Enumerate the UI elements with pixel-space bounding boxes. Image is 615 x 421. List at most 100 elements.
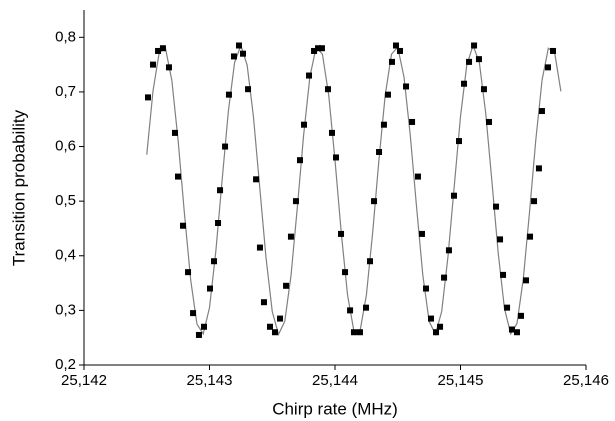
x-tick-label: 25,145 <box>438 372 484 389</box>
data-point <box>150 61 157 68</box>
x-axis-title: Chirp rate (MHz) <box>272 399 398 418</box>
data-point <box>347 307 354 314</box>
y-axis-title: Transition probability <box>9 109 28 266</box>
data-point <box>500 271 507 278</box>
data-point <box>342 269 349 276</box>
x-tick-label: 25,142 <box>61 372 107 389</box>
data-point <box>159 45 166 52</box>
data-point <box>544 64 551 71</box>
data-point <box>215 220 222 226</box>
data-point <box>174 173 181 180</box>
data-point <box>296 157 303 164</box>
data-point <box>253 176 260 183</box>
data-point <box>350 329 357 336</box>
data-point <box>324 86 331 93</box>
data-point <box>380 121 387 128</box>
data-point <box>225 91 232 98</box>
data-point <box>480 86 487 93</box>
data-point <box>461 80 468 87</box>
data-point <box>504 304 511 311</box>
y-tick-label: 0,5 <box>55 192 76 209</box>
data-point <box>513 329 520 336</box>
data-point <box>409 118 416 125</box>
data-point <box>245 86 252 93</box>
data-point <box>549 47 556 54</box>
data-point <box>437 323 444 330</box>
data-point <box>414 173 421 180</box>
data-point <box>185 269 192 276</box>
data-point <box>376 149 383 155</box>
data-point <box>200 323 207 330</box>
data-point <box>277 315 284 322</box>
data-point <box>272 329 279 336</box>
data-point <box>283 282 290 289</box>
data-point <box>445 247 452 254</box>
y-tick-label: 0,3 <box>55 301 76 318</box>
data-point <box>195 331 202 338</box>
data-point <box>287 233 294 240</box>
data-point <box>338 230 345 237</box>
data-point <box>397 47 404 54</box>
data-point <box>428 315 435 322</box>
data-point <box>455 138 462 145</box>
data-point <box>497 236 504 243</box>
data-point <box>292 198 299 205</box>
data-point <box>301 121 308 128</box>
data-point <box>165 64 172 71</box>
x-tick-label: 25,143 <box>187 372 233 389</box>
data-point <box>422 285 429 292</box>
data-point <box>493 203 500 210</box>
data-point <box>222 143 229 150</box>
data-point <box>318 45 325 52</box>
data-point <box>306 72 313 79</box>
data-point <box>523 277 530 284</box>
x-tick-label: 25,144 <box>312 372 358 389</box>
data-point <box>260 299 267 306</box>
data-point <box>433 329 440 336</box>
data-point <box>190 310 197 317</box>
data-point <box>485 118 492 125</box>
data-point <box>240 50 247 57</box>
data-point <box>235 42 242 49</box>
data-point <box>418 230 425 237</box>
data-point <box>450 192 457 199</box>
y-tick-label: 0,4 <box>55 247 76 264</box>
data-point <box>155 47 162 54</box>
y-tick-label: 0,2 <box>55 356 76 373</box>
data-point <box>475 56 482 63</box>
data-point <box>384 91 391 98</box>
data-point <box>508 326 515 333</box>
data-point <box>388 58 395 65</box>
data-point <box>171 129 178 136</box>
y-tick-label: 0,7 <box>55 83 76 100</box>
data-point <box>362 304 369 311</box>
data-point <box>367 258 374 265</box>
y-tick-label: 0,8 <box>55 28 76 45</box>
data-point <box>535 165 542 172</box>
data-point <box>328 129 335 136</box>
data-point <box>527 233 534 240</box>
y-tick-label: 0,6 <box>55 138 76 155</box>
data-point <box>403 83 410 90</box>
data-point <box>207 285 214 292</box>
data-point <box>217 187 224 194</box>
data-point <box>256 244 263 251</box>
data-point <box>180 222 187 229</box>
data-point <box>211 258 218 265</box>
data-point <box>311 47 318 54</box>
x-tick-label: 25,146 <box>563 372 609 389</box>
data-point <box>466 58 473 65</box>
data-point <box>315 45 322 52</box>
data-point <box>441 274 448 281</box>
data-point <box>145 94 152 101</box>
data-point <box>333 154 340 161</box>
data-point <box>538 108 545 115</box>
data-point <box>230 53 237 60</box>
data-point <box>356 329 363 336</box>
data-point <box>517 312 524 319</box>
data-point <box>266 323 273 330</box>
data-point <box>471 42 478 49</box>
data-point <box>531 198 538 205</box>
